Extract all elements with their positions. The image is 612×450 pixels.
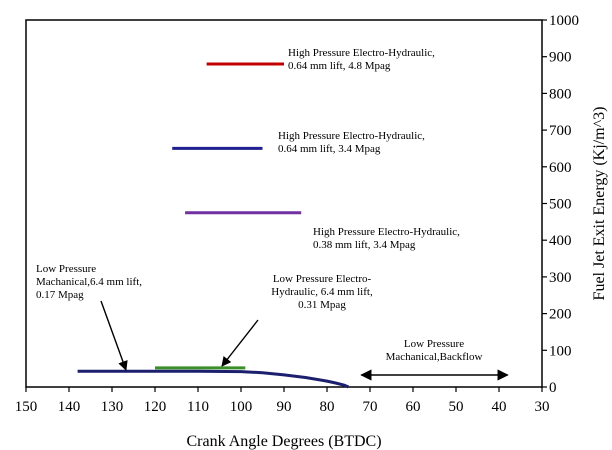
annotation-hp1-line-2: 0.64 mm lift, 4.8 Mpag [288,60,391,72]
x-tick-label: 120 [144,399,167,415]
annotation-backflow-line-2: Machanical,Backflow [386,351,483,363]
y-tick-label: 600 [549,160,572,176]
y-tick-label: 0 [549,380,557,396]
y-tick-label: 100 [549,343,572,359]
x-tick-label: 40 [492,399,507,415]
annotation-hp2-line-1: High Pressure Electro-Hydraulic, [278,130,425,142]
annotation-hp1-line-1: High Pressure Electro-Hydraulic, [288,47,435,59]
annotation-hp3-line-1: High Pressure Electro-Hydraulic, [313,226,460,238]
annotation-lpeh-line-2: Hydraulic, 6.4 mm lift, [271,286,373,298]
x-axis-label: Crank Angle Degrees (BTDC) [186,433,381,450]
annotation-lpmech-line-3: 0.17 Mpag [36,289,84,301]
annotation-hp3-line-2: 0.38 mm lift, 3.4 Mpag [313,239,416,251]
annotation-lpmech-line-2: Machanical,6.4 mm lift, [36,276,142,288]
series-line-5 [77,369,350,389]
x-tick-label: 130 [101,399,124,415]
annotation-lpmech-line-1: Low Pressure [36,263,96,275]
x-tick-label: 70 [363,399,378,415]
annotation-hp2-line-2: 0.64 mm lift, 3.4 Mpag [278,143,381,155]
annotation-lpeh-line-3: 0.31 Mpag [298,299,346,311]
x-tick-label: 80 [320,399,335,415]
annotation-backflow-line-1: Low Pressure [404,338,464,350]
x-tick-label: 140 [58,399,81,415]
y-tick-label: 900 [549,50,572,66]
annotation-lpeh-line-1: Low Pressure Electro- [273,273,372,285]
y-axis-label: Fuel Jet Exit Energy (Kj/m^3) [591,107,608,301]
y-tick-label: 700 [549,123,572,139]
x-tick-label: 50 [449,399,464,415]
x-tick-label: 100 [230,399,253,415]
arrow-lp-electro-hydraulic [221,319,259,367]
y-tick-label: 800 [549,86,572,102]
x-tick-label: 150 [15,399,38,415]
x-tick-label: 110 [187,399,209,415]
x-tick-label: 90 [277,399,292,415]
arrow-lp-mechanical [100,300,128,371]
x-tick-label: 30 [535,399,550,415]
y-tick-label: 300 [549,270,572,286]
y-tick-label: 200 [549,307,572,323]
y-tick-label: 1000 [549,13,579,29]
x-tick-label: 60 [406,399,421,415]
y-tick-label: 500 [549,197,572,213]
plot-frame [25,19,543,388]
y-tick-label: 400 [549,233,572,249]
